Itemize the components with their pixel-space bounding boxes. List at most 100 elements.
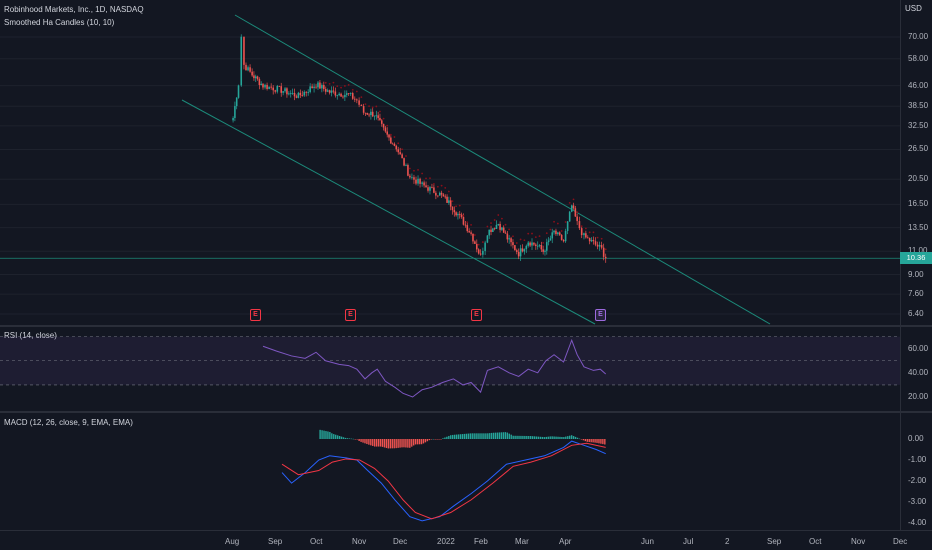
ha-candle [386, 124, 389, 127]
price-chart[interactable] [0, 0, 900, 325]
macd-histogram-bar [387, 439, 390, 449]
pane-separator[interactable] [0, 325, 932, 327]
candle-body [409, 175, 411, 178]
candle-body [421, 182, 423, 184]
currency-label[interactable]: USD [905, 4, 922, 13]
candle-body [540, 245, 543, 250]
macd-histogram-bar [393, 439, 395, 449]
time-tick-label: Dec [893, 537, 908, 546]
macd-legend[interactable]: MACD (12, 26, close, 9, EMA, EMA) [4, 418, 133, 427]
candle-body [336, 95, 339, 96]
macd-histogram-bar [592, 439, 594, 443]
candle-body [588, 238, 591, 242]
ha-candle [328, 82, 331, 85]
macd-histogram-bar [368, 439, 370, 445]
ha-candle [347, 83, 350, 86]
candle-body [258, 79, 261, 85]
ha-candle [458, 204, 461, 207]
macd-histogram-bar [563, 437, 565, 439]
ha-candle [355, 90, 358, 93]
candle-body [388, 134, 390, 138]
macd-histogram-bar [535, 436, 538, 439]
macd-tick-label: -4.00 [908, 518, 927, 527]
ha-candle [405, 155, 407, 157]
candle-body [477, 249, 480, 254]
earnings-marker[interactable]: E [345, 309, 356, 321]
candle-body [523, 249, 526, 252]
macd-histogram-bar [537, 436, 540, 439]
candle-body [342, 96, 344, 98]
macd-histogram-bar [450, 435, 452, 439]
earnings-marker[interactable]: E [250, 309, 261, 321]
candle-body [415, 179, 417, 184]
price-axis[interactable]: 70.00 58.00 46.00 38.50 32.50 26.50 20.50 16.50… [900, 0, 932, 530]
pane-separator[interactable] [0, 411, 932, 413]
ha-candle [473, 234, 476, 236]
candle-body [366, 113, 369, 115]
macd-histogram-bar [551, 436, 553, 439]
candle-body [433, 187, 435, 193]
candle-body [305, 91, 308, 93]
time-axis[interactable]: Aug Sep Oct Nov Dec 2022 Feb Mar Apr Jun Jul 2 Sep Oc… [0, 531, 907, 550]
macd-chart[interactable] [0, 413, 900, 530]
macd-histogram-bar [389, 439, 392, 449]
macd-histogram-bar [459, 434, 462, 439]
candle-body [460, 214, 463, 217]
macd-histogram-bar [323, 430, 325, 439]
candle-body [282, 91, 284, 93]
ha-candle [401, 148, 404, 151]
candle-body [557, 232, 559, 235]
candle-body [243, 36, 245, 65]
candle-body [590, 240, 593, 242]
price-tick-label: 7.60 [908, 289, 924, 299]
candle-body [307, 92, 309, 93]
candle-body [440, 192, 443, 195]
macd-histogram-bar [479, 433, 481, 439]
candle-body [457, 214, 459, 216]
ha-candle [389, 133, 392, 136]
macd-histogram-bar [471, 433, 473, 439]
macd-histogram-bar [508, 433, 510, 439]
rsi-tick-label: 40.00 [908, 367, 929, 377]
candle-body [536, 245, 539, 247]
macd-histogram-bar [555, 436, 557, 439]
ha-candle [470, 224, 472, 226]
rsi-chart[interactable] [0, 327, 900, 411]
candle-body [531, 242, 533, 246]
ha-candle [596, 236, 599, 239]
candle-body [266, 84, 268, 89]
macd-histogram-bar [399, 439, 401, 448]
macd-histogram-bar [491, 432, 493, 439]
macd-histogram-bar [370, 439, 372, 446]
macd-histogram-bar [506, 432, 509, 439]
candle-body [583, 233, 585, 236]
candle-body [437, 195, 439, 197]
candle-body [444, 196, 447, 198]
time-tick-label: Oct [310, 537, 323, 546]
rsi-legend[interactable]: RSI (14, close) [4, 331, 57, 340]
candle-body [512, 242, 514, 246]
candle-body [514, 245, 516, 251]
ha-candle [451, 200, 454, 203]
macd-histogram-bar [530, 436, 532, 439]
macd-histogram-bar [440, 439, 442, 440]
time-axis-border [0, 530, 932, 531]
ha-candle [393, 136, 396, 138]
candle-body [527, 242, 529, 246]
macd-histogram-bar [358, 439, 360, 442]
candle-body [291, 92, 294, 94]
candle-body [462, 216, 465, 225]
candle-body [560, 234, 563, 240]
macd-histogram-bar [405, 439, 407, 448]
ha-candle [364, 103, 367, 106]
indicator-legend[interactable]: Smoothed Ha Candles (10, 10) [4, 18, 115, 27]
earnings-marker-upcoming[interactable]: E [595, 309, 606, 321]
candle-body [393, 143, 396, 146]
macd-histogram-bar [403, 439, 405, 448]
candle-body [315, 86, 317, 88]
earnings-marker[interactable]: E [471, 309, 482, 321]
time-tick-label: Mar [515, 537, 529, 546]
channel-lower-line [181, 99, 596, 325]
macd-histogram-bar [522, 435, 524, 439]
candle-body [278, 85, 281, 87]
